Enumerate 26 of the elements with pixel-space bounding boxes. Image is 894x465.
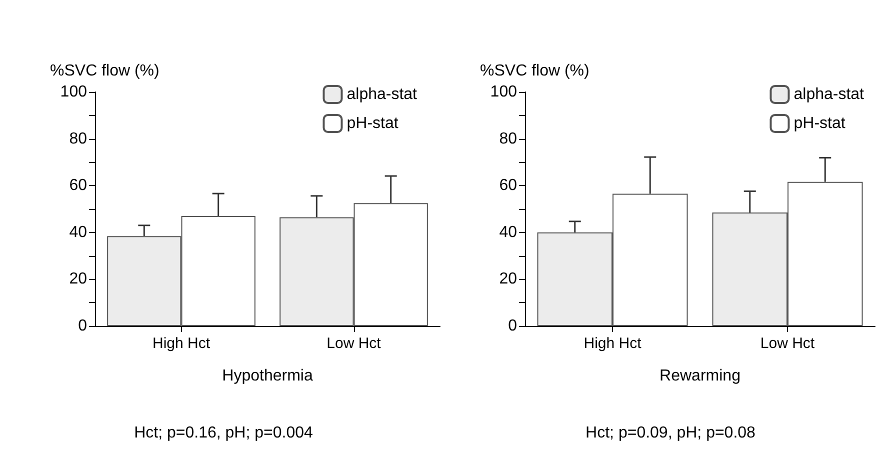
x-axis-title: Hypothermia [222, 368, 313, 384]
legend-label: alpha-stat [346, 86, 418, 103]
y-tick-label: 0 [78, 318, 88, 334]
y-tick-label: 20 [69, 270, 88, 288]
legend-label: pH-stat [346, 115, 399, 132]
x-tick-label: High Hct [152, 335, 211, 352]
x-tick-label: Low Hct [760, 335, 816, 352]
x-axis-title: Rewarming [660, 368, 740, 384]
y-axis-title: %SVC flow (%) [50, 62, 160, 80]
x-tick-label: Low Hct [326, 335, 382, 352]
y-tick-label: 40 [69, 224, 88, 241]
y-tick-label: 100 [60, 84, 88, 100]
y-tick-label: 20 [499, 270, 518, 288]
text: Hct; p=0.16, pH; p=0.004 [134, 424, 313, 442]
legend-label: pH-stat [794, 115, 846, 132]
text: Hct; p=0.09, pH; p=0.08 [586, 424, 756, 442]
y-tick-label: 80 [499, 130, 518, 148]
y-tick-label: 60 [499, 177, 518, 194]
y-tick-label: 40 [499, 224, 518, 241]
y-tick-label: 60 [69, 177, 88, 194]
y-axis-title: %SVC flow (%) [480, 62, 590, 80]
y-tick-label: 100 [490, 84, 518, 100]
x-tick-label: High Hct [584, 335, 642, 352]
y-tick-label: 0 [508, 318, 518, 334]
legend-label: alpha-stat [794, 86, 865, 103]
y-tick-label: 80 [69, 130, 88, 148]
